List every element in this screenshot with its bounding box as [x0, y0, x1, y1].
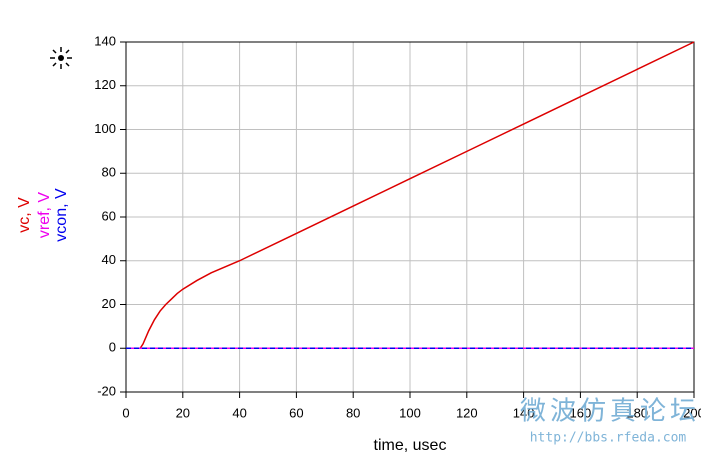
series-line: [126, 41, 695, 349]
x-tick-label: 60: [289, 405, 303, 420]
x-tick-label: 180: [626, 405, 648, 420]
x-tick-label: 120: [456, 405, 478, 420]
legend-label: vc, V: [16, 197, 33, 233]
legend-label: vref, V: [36, 192, 53, 239]
x-tick-label: 40: [232, 405, 246, 420]
x-axis-label: time, usec: [374, 437, 447, 454]
watermark-url: http://bbs.rfeda.com: [530, 431, 687, 446]
logo-icon: [50, 47, 72, 69]
x-tick-label: 100: [399, 405, 421, 420]
y-tick-label: 120: [94, 77, 116, 92]
y-tick-label: 40: [102, 252, 116, 267]
x-tick-label: 200: [683, 405, 701, 420]
x-tick-label: 20: [176, 405, 190, 420]
y-tick-label: 140: [94, 33, 116, 48]
x-tick-label: 160: [570, 405, 592, 420]
y-tick-label: 80: [102, 165, 116, 180]
y-tick-label: 0: [109, 340, 116, 355]
x-tick-label: 0: [122, 405, 129, 420]
watermark: 微波仿真论坛: [520, 397, 700, 427]
x-tick-label: 80: [346, 405, 360, 420]
legend-label: vcon, V: [53, 188, 70, 242]
y-tick-label: -20: [97, 383, 116, 398]
y-tick-label: 20: [102, 296, 116, 311]
y-tick-label: 60: [102, 208, 116, 223]
y-tick-label: 100: [94, 121, 116, 136]
x-tick-label: 140: [513, 405, 535, 420]
plot-frame: [125, 41, 695, 393]
